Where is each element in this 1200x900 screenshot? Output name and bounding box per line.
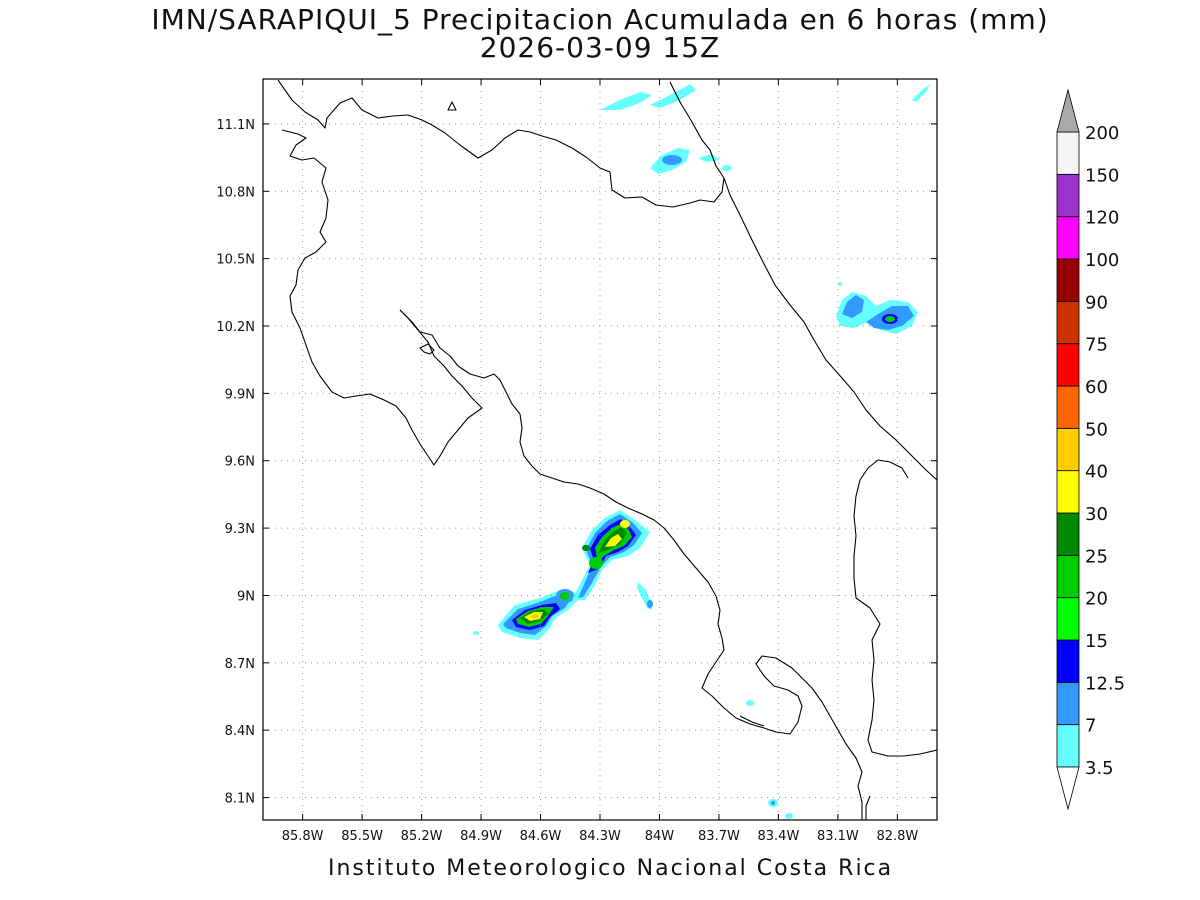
colorbar-level-label: 75 (1085, 335, 1108, 356)
colorbar-level-label: 30 (1085, 504, 1108, 525)
lon-tick-label: 83.7W (698, 829, 740, 844)
gulf-island (419, 343, 435, 355)
colorbar-level-label: 15 (1085, 631, 1108, 652)
lat-tick-label: 11.1N (216, 118, 255, 133)
costa-rica-caribbean-coast (723, 177, 937, 481)
precip-cluster-southwest (473, 589, 578, 640)
lat-tick-label: 8.1N (225, 792, 255, 807)
lon-tick-label: 85.8W (282, 829, 324, 844)
colorbar-swatch (1056, 554, 1080, 599)
lake-islet (447, 101, 457, 111)
map-axes: 85.8W 85.5W 85.2W 84.9W 84.6W 84.3W 84W 83.7W 83… (216, 79, 937, 844)
osa-coast (739, 715, 765, 727)
lon-tick-label: 83.1W (817, 829, 859, 844)
colorbar-level-label: 7 (1085, 716, 1096, 737)
colorbar-level-label: 3.5 (1085, 758, 1114, 779)
precip-cluster-central (572, 510, 653, 610)
lat-tick-label: 9.3N (225, 522, 255, 537)
colorbar: 3.5 7 12.5 15 20 25 30 40 50 60 75 90 100 120 150 200 (1056, 88, 1125, 811)
lon-tick-label: 84.9W (460, 829, 502, 844)
colorbar-level-label: 100 (1085, 250, 1119, 271)
colorbar-swatch (1056, 385, 1080, 429)
colorbar-swatch (1056, 470, 1080, 514)
colorbar-level-label: 50 (1085, 419, 1108, 440)
map-title: IMN/SARAPIQUI_5 Precipitacion Acumulada … (151, 3, 1049, 36)
precipitation-field (473, 84, 930, 819)
lon-tick-label: 84.3W (579, 829, 621, 844)
colorbar-swatch (1056, 681, 1080, 726)
map-subtitle-datetime: 2026-03-09 15Z (479, 31, 721, 64)
panama-coast-south (865, 795, 871, 820)
colorbar-swatch (1056, 300, 1080, 345)
nicaragua-border (277, 79, 725, 208)
map-grid (263, 79, 937, 820)
colorbar-bottom-arrow (1056, 766, 1080, 811)
colorbar-level-label: 150 (1085, 165, 1119, 186)
colorbar-swatch (1056, 173, 1080, 218)
colorbar-swatch (1056, 258, 1080, 302)
colorbar-level-label: 200 (1085, 123, 1119, 144)
colorbar-level-label: 12.5 (1085, 673, 1125, 694)
colorbar-swatch (1056, 639, 1080, 683)
colorbar-swatch (1056, 597, 1080, 641)
panama-border (853, 459, 937, 757)
pacific-coast-north (281, 129, 483, 466)
lon-tick-label: 83.4W (758, 829, 800, 844)
pacific-coast-gulf-of-nicoya (399, 309, 863, 820)
lon-tick-label: 85.5W (341, 829, 383, 844)
colorbar-swatch (1056, 216, 1080, 260)
lat-tick-label: 9N (237, 589, 255, 604)
lon-tick-label: 82.8W (876, 829, 918, 844)
lon-tick-label: 85.2W (401, 829, 443, 844)
colorbar-top-arrow (1056, 88, 1080, 133)
colorbar-level-label: 25 (1085, 546, 1108, 567)
lat-tick-label: 9.9N (225, 387, 255, 402)
coastline (277, 79, 937, 820)
lat-tick-label: 10.5N (216, 253, 255, 268)
lat-tick-label: 9.6N (225, 455, 255, 470)
lon-tick-label: 84.6W (520, 829, 562, 844)
colorbar-swatch (1056, 724, 1080, 768)
lat-tick-label: 8.7N (225, 657, 255, 672)
precip-cluster-east (836, 282, 918, 334)
colorbar-level-label: 20 (1085, 589, 1108, 610)
colorbar-level-label: 120 (1085, 208, 1119, 229)
nicaragua-caribbean-coast (669, 81, 725, 179)
colorbar-level-label: 60 (1085, 377, 1108, 398)
map-frame (262, 78, 938, 821)
precip-cluster-north (600, 84, 930, 174)
colorbar-level-label: 40 (1085, 462, 1108, 483)
institution-footer: Instituto Meteorologico Nacional Costa R… (328, 856, 894, 881)
colorbar-swatch (1056, 512, 1080, 556)
lat-tick-label: 10.8N (216, 185, 255, 200)
colorbar-level-label: 90 (1085, 292, 1108, 313)
colorbar-swatch (1056, 427, 1080, 472)
colorbar-swatch (1056, 343, 1080, 387)
colorbar-swatch (1056, 131, 1080, 175)
precip-cells-south (746, 700, 793, 819)
lat-tick-label: 8.4N (225, 724, 255, 739)
lat-tick-label: 10.2N (216, 320, 255, 335)
lon-tick-label: 84W (645, 829, 675, 844)
